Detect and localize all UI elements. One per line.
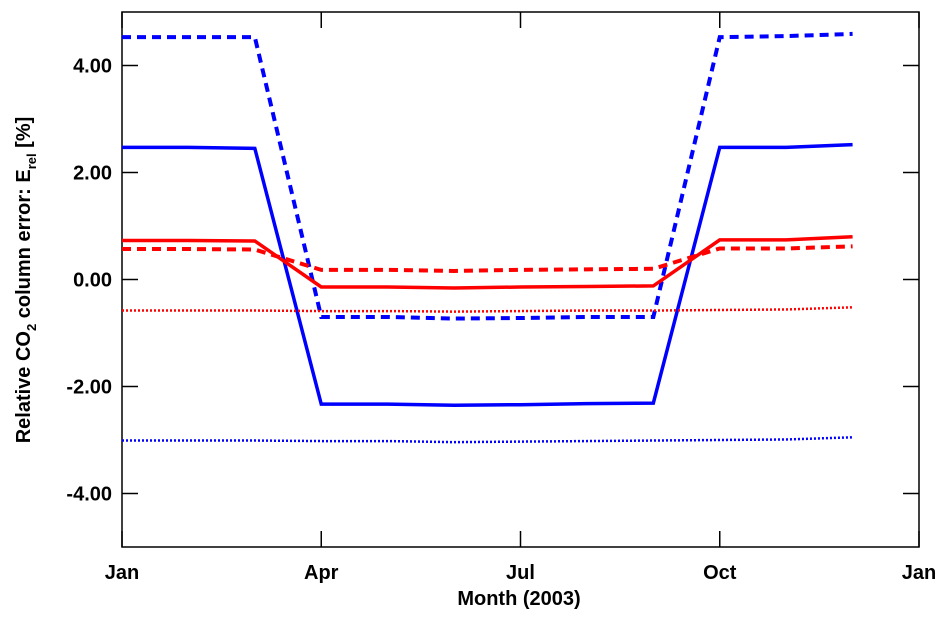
x-tick-label: Jan [902, 562, 936, 584]
y-tick-label: 4.00 [73, 56, 112, 78]
series-line [122, 436, 853, 444]
x-tick-label: Jan [105, 562, 139, 584]
y-title-sub: rel [24, 153, 39, 169]
y-title-part: Relative CO [13, 331, 35, 443]
x-axis-title: Month (2003) [457, 588, 580, 610]
y-title-part: [%] [13, 117, 35, 154]
y-tick-label: 0.00 [73, 270, 112, 292]
series-line [122, 31, 853, 321]
series-line [122, 306, 853, 313]
y-title-part: column error: E [13, 169, 35, 323]
series-line [122, 234, 853, 290]
y-tick-label: -4.00 [66, 484, 112, 506]
x-tick-label: Oct [703, 562, 737, 584]
series-line [122, 244, 853, 273]
x-tick-label: Jul [506, 562, 535, 584]
x-tick-label: Apr [304, 562, 339, 584]
series-line [122, 142, 853, 407]
y-axis-title: Relative CO2 column error: Erel [%] [13, 117, 39, 444]
y-tick-label: -2.00 [66, 377, 112, 399]
y-tick-label: 2.00 [73, 163, 112, 185]
y-title-sub: 2 [24, 324, 39, 331]
plot-frame [121, 11, 920, 548]
